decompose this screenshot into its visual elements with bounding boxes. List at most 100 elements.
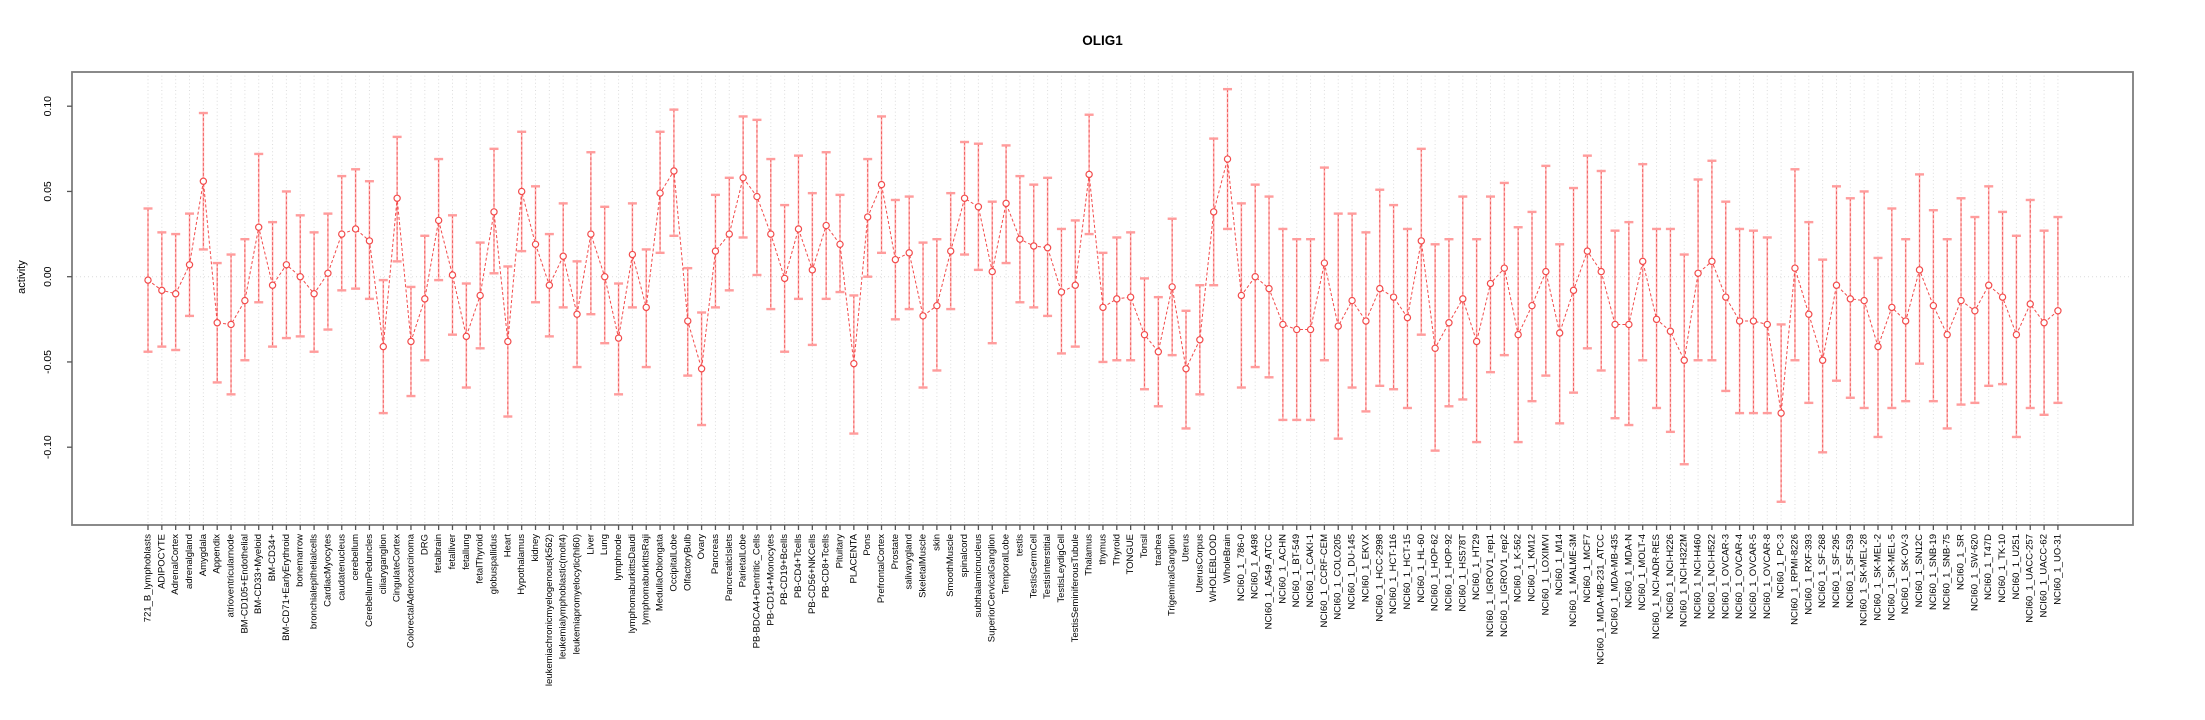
x-category-label: PB-CD4+Tcells <box>793 534 804 598</box>
data-point-marker <box>1320 259 1329 267</box>
x-category-label: PrefrontalCortex <box>876 534 887 603</box>
data-point-marker <box>1639 257 1647 266</box>
data-point-marker <box>1306 325 1315 334</box>
data-point-marker <box>531 240 540 249</box>
x-category-label: NCI60_1_HCC-2998 <box>1374 534 1385 622</box>
x-category-label: NCI60_1_SNB-19 <box>1928 534 1939 610</box>
x-category-label: NCI60_1_MCF7 <box>1582 534 1593 603</box>
data-point-marker <box>905 249 913 257</box>
data-point-marker <box>1459 295 1467 303</box>
data-point-marker <box>1057 288 1066 296</box>
data-point-marker <box>1237 291 1246 300</box>
data-point-marker <box>753 192 761 201</box>
x-category-label: caudatenucleus <box>336 534 347 601</box>
data-point-marker <box>1223 155 1232 163</box>
x-category-label: ciliaryganglion <box>378 534 389 594</box>
x-category-label: NCI60_1_NCI-ADR-RES <box>1651 534 1662 639</box>
x-category-label: NCI60_1_SF-539 <box>1845 534 1856 608</box>
data-point-marker <box>725 230 733 238</box>
x-category-label: Pituitary <box>835 534 846 569</box>
x-category-label: NCI60_1_SW-620 <box>1969 534 1980 611</box>
x-category-label: kidney <box>530 534 541 562</box>
data-point-marker <box>1403 313 1412 322</box>
data-point-marker <box>1348 296 1356 305</box>
data-point-marker <box>877 180 886 189</box>
data-point-marker <box>947 247 955 255</box>
data-point-marker <box>794 225 803 233</box>
x-category-label: Amygdala <box>198 533 209 576</box>
x-category-label: NCI60_1_CCRF-CEM <box>1319 534 1330 628</box>
x-category-label: Appendix <box>212 534 223 574</box>
x-category-label: PB-CD14+Monocytes <box>765 534 776 626</box>
y-tick-label: 0.10 <box>42 96 54 117</box>
x-category-label: leukemiapromyelocytic(hl60) <box>572 534 583 654</box>
data-point-marker <box>2054 307 2062 315</box>
x-category-label: NCI60_1_MDA-N <box>1623 534 1634 608</box>
x-category-label: NCI60_1_MDA-MB-231_ATCC <box>1596 534 1607 665</box>
data-point-marker <box>1874 342 1882 351</box>
x-category-label: NCI60_1_SK-MEL-28 <box>1859 534 1870 626</box>
x-category-label: CardiacMyocytes <box>322 534 333 607</box>
data-point-marker <box>1265 284 1273 293</box>
x-category-label: leukemialymphoblastic(molt4) <box>558 534 569 659</box>
x-category-label: NCI60_1_RPMI-8226 <box>1789 534 1800 625</box>
data-point-marker <box>1071 281 1079 289</box>
x-category-label: PB-BDCA4+Dentritic_Cells <box>751 534 762 649</box>
x-category-label: subthalamicnucleus <box>973 534 984 618</box>
x-category-label: lymphomaburkittsDaudi <box>627 534 638 633</box>
x-category-label: TestisLeydigCell <box>1056 534 1067 603</box>
x-category-label: ADIPOCYTE <box>156 534 167 589</box>
data-point-marker <box>642 303 650 312</box>
data-point-marker <box>891 255 900 264</box>
data-point-marker <box>1625 320 1633 329</box>
x-category-label: Pancreas <box>710 534 721 574</box>
data-point-marker <box>448 271 457 279</box>
data-point-marker <box>1832 281 1841 289</box>
data-point-marker <box>1597 267 1605 276</box>
data-point-marker <box>1611 320 1619 329</box>
x-category-label: CerebellumPeduncles <box>364 534 375 627</box>
x-category-label: Thyroid <box>1111 534 1122 566</box>
data-point-marker <box>185 261 194 269</box>
data-point-marker <box>324 269 332 277</box>
x-category-label: cerebellum <box>350 534 361 581</box>
data-point-marker <box>421 295 429 303</box>
x-category-label: NCI60_1_SK-OV-3 <box>1900 534 1911 614</box>
data-point-marker <box>1985 281 1993 289</box>
x-category-label: PB-CD56+NKCells <box>807 534 818 614</box>
data-point-marker <box>974 203 983 211</box>
data-point-marker <box>559 252 567 260</box>
data-point-marker <box>144 276 152 284</box>
x-category-label: TestisGermCell <box>1028 534 1039 598</box>
x-category-label: Tonsil <box>1139 534 1150 558</box>
x-category-label: ParietalLobe <box>738 534 749 587</box>
data-point-marker <box>1583 247 1592 255</box>
data-point-marker <box>1555 329 1564 337</box>
x-category-label: NCI60_1_HT29 <box>1471 534 1482 600</box>
x-category-label: NCI60_1_LOXIMVI <box>1540 534 1551 615</box>
x-category-label: leukemiachronicmyelogenous(k562) <box>544 534 555 686</box>
x-category-label: fetalThyroid <box>475 534 486 584</box>
x-category-label: ColorectalAdenocarcinoma <box>405 533 416 648</box>
data-point-marker <box>1431 344 1439 353</box>
data-point-marker <box>1888 303 1896 312</box>
x-category-label: NCI60_1_HOP-92 <box>1443 534 1454 611</box>
data-point-marker <box>1389 293 1398 301</box>
x-category-label: PancreaticIslets <box>724 534 735 601</box>
data-point-marker <box>379 342 387 351</box>
x-category-label: NCI60_1_HCT-15 <box>1402 534 1413 610</box>
data-point-marker <box>1915 266 1924 274</box>
x-category-label: TemporalLobe <box>1001 534 1012 594</box>
x-category-label: TrigeminalGanglion <box>1167 534 1178 616</box>
x-category-label: bonemarrow <box>295 534 306 587</box>
data-point-marker <box>1708 257 1716 266</box>
data-point-marker <box>351 225 360 233</box>
data-point-marker <box>545 281 554 289</box>
x-category-label: TestisSeminiferousTubule <box>1070 534 1081 642</box>
x-category-label: OlfactoryBulb <box>682 534 693 591</box>
data-point-marker <box>614 334 623 342</box>
data-point-marker <box>1140 330 1149 339</box>
x-category-label: NCI60_1_KM12 <box>1527 534 1538 602</box>
x-category-label: AdrenalCortex <box>170 534 181 595</box>
data-point-marker <box>213 319 221 327</box>
